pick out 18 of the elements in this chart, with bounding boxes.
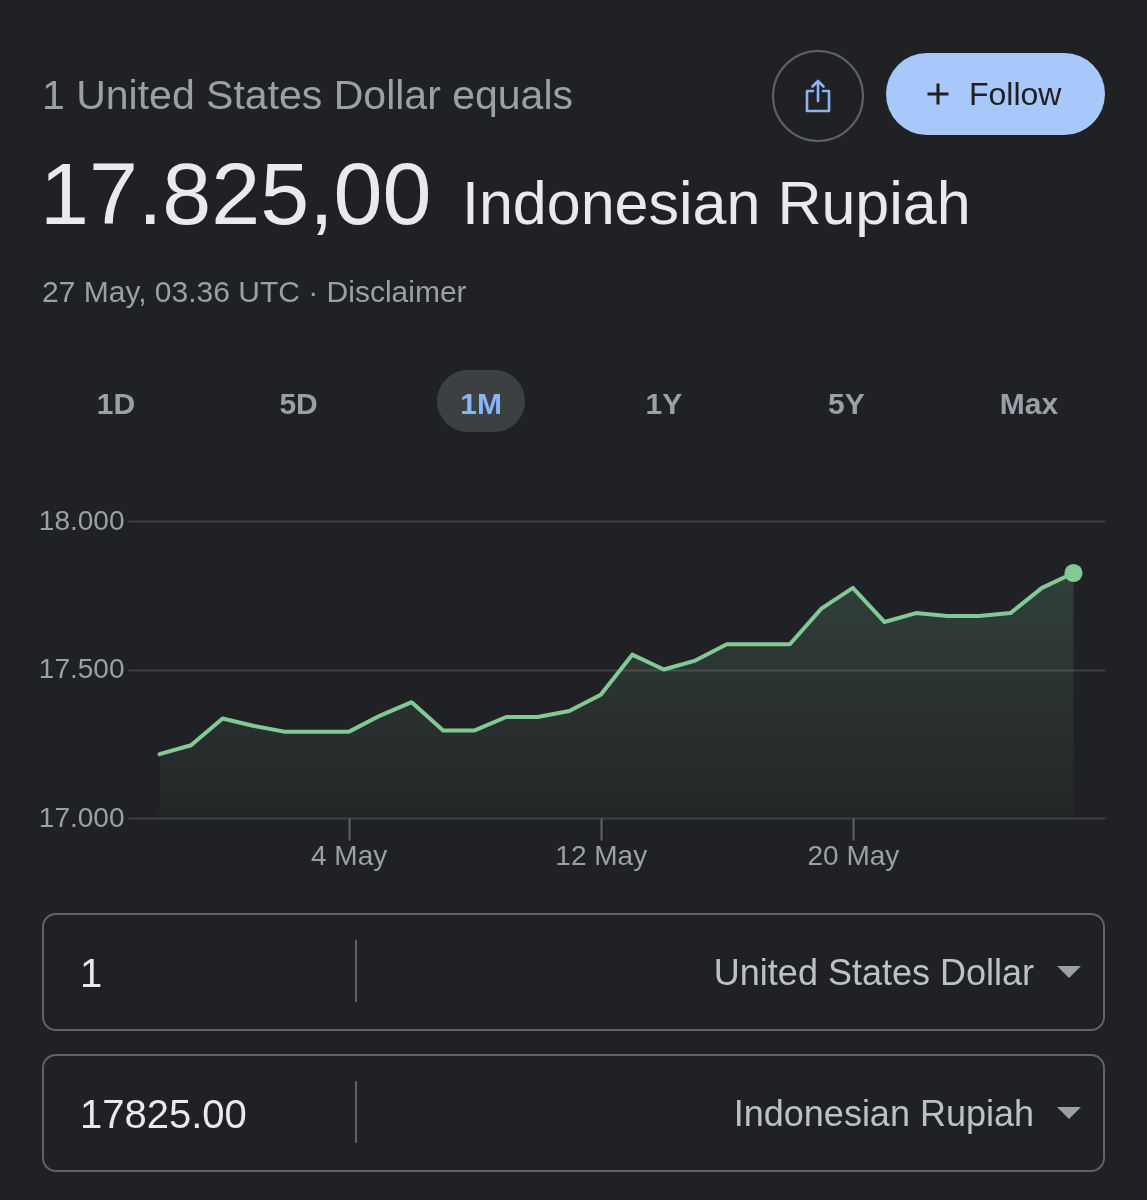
x-tick-label: 12 May: [555, 839, 648, 871]
text: 5D: [279, 387, 318, 420]
input-field: 17825.00 Indonesian Rupiah: [42, 1054, 1105, 1172]
follow-button: Follow: [886, 53, 1105, 135]
chart-subtitle: 17.825,00 Indonesian Rupiah: [40, 144, 971, 243]
x-tick-label: 4 May: [310, 839, 388, 871]
text: 27 May, 03.36 UTC · Disclaimer: [42, 275, 467, 308]
input-field: 1 United States Dollar: [42, 913, 1105, 1031]
text: 1D: [96, 387, 136, 420]
x-tick-label: 20 May: [807, 839, 900, 871]
y-tick-label: 17.500: [38, 653, 125, 684]
text: Max: [999, 387, 1059, 420]
chart-title: 1 United States Dollar equals: [42, 72, 574, 118]
text: 1M: [460, 387, 503, 420]
y-tick-label: 18.000: [38, 504, 125, 536]
text: 5Y: [828, 387, 865, 420]
text: 1Y: [645, 387, 683, 420]
y-tick-label: 17.000: [38, 801, 125, 833]
